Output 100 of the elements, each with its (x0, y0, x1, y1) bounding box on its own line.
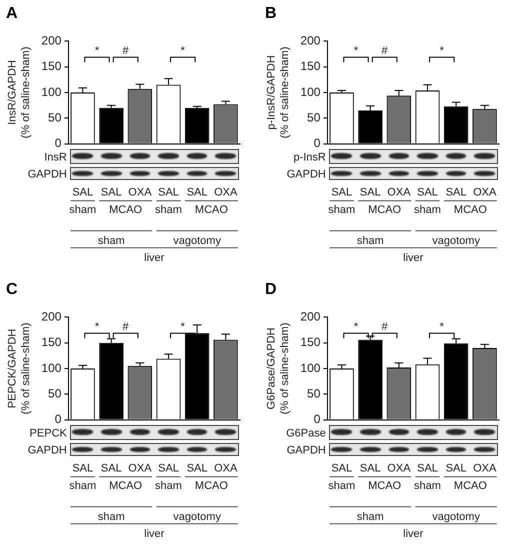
y-tick-label: 0 (314, 412, 321, 426)
x-tick-label: SAL (100, 186, 122, 198)
text: sham (356, 510, 384, 523)
text: MCAO (368, 204, 402, 216)
text: liver (144, 252, 165, 264)
text: InsR (44, 151, 67, 164)
y-axis-title: G6Pase/GAPDH (% of saline-sham) (266, 322, 291, 414)
x-tick-label: SAL (417, 186, 438, 198)
text: liver (403, 252, 424, 264)
text: MCAO (454, 480, 488, 492)
x-tick-label: SAL (331, 186, 352, 198)
y-tick-label: 150 (300, 59, 321, 74)
text: sham (356, 234, 384, 247)
text: MCAO (454, 204, 488, 216)
annotation: * (180, 321, 186, 334)
y-tick-label: 100 (300, 360, 321, 375)
annotation: * (94, 45, 100, 58)
y-tick-label: 0 (54, 412, 62, 426)
y-tick-label: 50 (48, 386, 62, 400)
annotation: # (122, 321, 130, 334)
y-tick-label: 100 (41, 84, 62, 99)
annotation: # (382, 45, 389, 58)
chart-title: B (265, 5, 277, 22)
text: MCAO (368, 480, 402, 492)
text: GAPDH (28, 168, 67, 180)
annotation: * (354, 45, 359, 58)
x-tick-label: SAL (446, 462, 467, 474)
x-tick-label: SAL (72, 462, 94, 474)
y-tick-label: 100 (41, 360, 62, 375)
text: sham (69, 480, 96, 492)
text: sham (328, 480, 356, 492)
annotation: * (180, 45, 186, 58)
x-tick-label: SAL (417, 462, 438, 474)
x-tick-label: OXA (387, 462, 412, 474)
text: sham (155, 204, 182, 216)
annotation: * (440, 321, 445, 334)
text: GAPDH (286, 168, 326, 180)
y-tick-label: 0 (54, 136, 62, 150)
x-tick-label: SAL (158, 462, 179, 474)
text: sham (414, 204, 441, 216)
x-tick-label: SAL (72, 186, 94, 198)
x-tick-label: OXA (214, 186, 238, 198)
text: GAPDH (286, 444, 326, 456)
y-tick-label: 200 (41, 310, 62, 324)
y-tick-label: 50 (307, 386, 321, 400)
x-tick-label: OXA (473, 186, 497, 198)
text: p-InsR (293, 151, 326, 164)
x-tick-label: OXA (128, 186, 152, 198)
x-tick-label: SAL (360, 186, 381, 198)
text: PEPCK (30, 427, 68, 440)
y-tick-label: 200 (41, 34, 62, 48)
x-tick-label: SAL (360, 462, 381, 474)
annotation: # (382, 321, 389, 334)
y-tick-label: 50 (307, 110, 321, 124)
text: MCAO (109, 480, 143, 492)
text: sham (69, 204, 96, 216)
y-tick-label: 50 (48, 110, 62, 124)
text: G6Pase (286, 427, 326, 440)
text: sham (98, 234, 125, 247)
text: vagotomy (173, 234, 222, 247)
annotation: * (94, 321, 100, 334)
y-axis-title: p-InsR/GAPDH (% of saline-sham) (266, 46, 291, 138)
x-tick-label: SAL (186, 186, 208, 198)
text: liver (403, 528, 424, 540)
y-tick-label: 150 (41, 335, 62, 350)
x-tick-label: SAL (100, 462, 122, 474)
text: MCAO (194, 204, 228, 216)
text: MCAO (194, 480, 228, 492)
chart-title: A (6, 5, 18, 22)
y-axis-title: InsR/GAPDH (% of saline-sham) (6, 46, 32, 138)
y-axis-title: PEPCK/GAPDH (% of saline-sham) (6, 322, 32, 414)
y-tick-label: 0 (314, 136, 321, 150)
y-tick-label: 150 (41, 59, 62, 74)
x-tick-label: SAL (158, 186, 179, 198)
text: sham (98, 510, 125, 523)
text: sham (155, 480, 182, 492)
x-tick-label: OXA (214, 462, 238, 474)
y-tick-label: 200 (300, 34, 321, 48)
y-tick-label: 200 (300, 310, 321, 324)
x-tick-label: SAL (186, 462, 208, 474)
text: vagotomy (432, 234, 480, 247)
x-tick-label: SAL (331, 462, 352, 474)
x-tick-label: OXA (128, 462, 152, 474)
chart-title: D (265, 281, 277, 298)
annotation: * (440, 45, 445, 58)
text: sham (414, 480, 441, 492)
annotation: # (122, 45, 130, 58)
x-tick-label: OXA (473, 462, 497, 474)
y-tick-label: 150 (300, 335, 321, 350)
chart-title: C (6, 281, 18, 298)
y-tick-label: 100 (300, 84, 321, 99)
x-tick-label: SAL (446, 186, 467, 198)
annotation: * (354, 321, 359, 334)
text: liver (144, 528, 165, 540)
text: MCAO (109, 204, 143, 216)
x-tick-label: OXA (387, 186, 412, 198)
text: GAPDH (28, 444, 67, 456)
text: sham (328, 204, 356, 216)
text: vagotomy (432, 510, 480, 523)
text: vagotomy (173, 510, 222, 523)
